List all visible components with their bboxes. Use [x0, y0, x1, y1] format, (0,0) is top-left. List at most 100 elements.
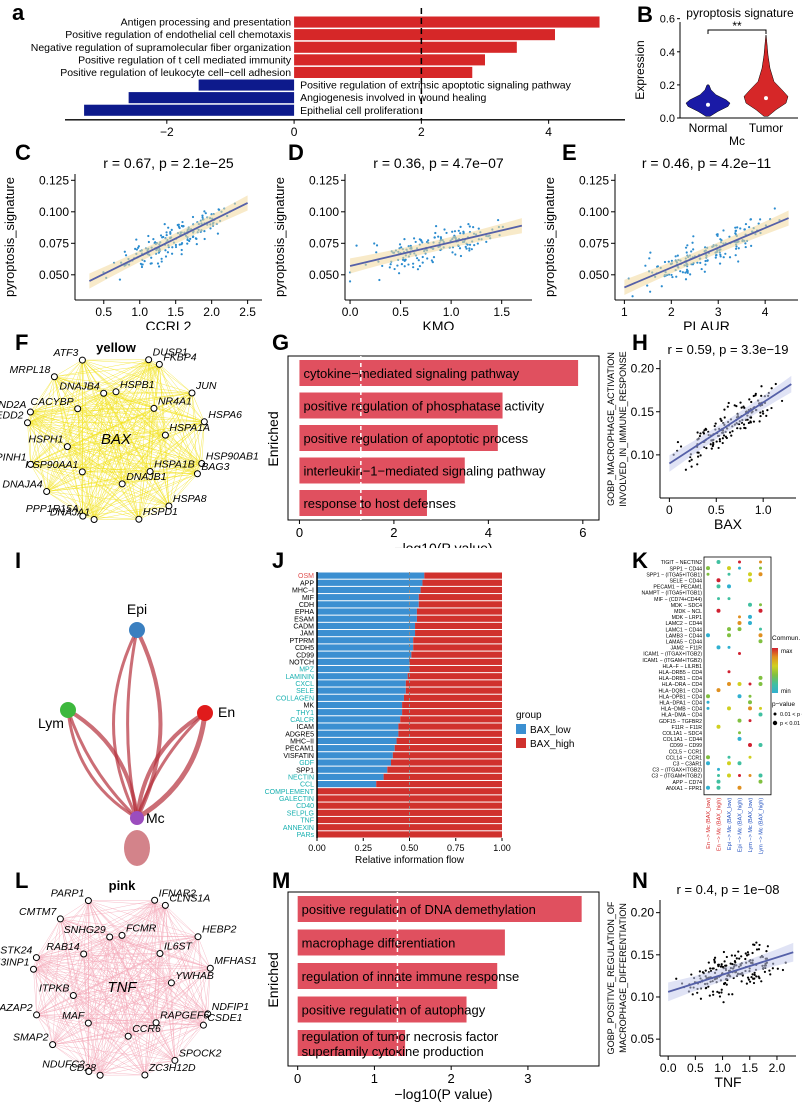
edge-L	[174, 1025, 204, 1061]
point-E	[648, 257, 651, 260]
panel-label-F: F	[15, 330, 29, 355]
point-D	[427, 239, 430, 242]
yticklabel-N-2: 0.15	[631, 948, 655, 962]
row-label-K-36: APP − CD74	[673, 780, 703, 786]
point-H	[760, 385, 763, 388]
edge-L	[121, 985, 208, 1015]
point-H	[721, 441, 724, 445]
edge-L	[60, 918, 89, 1024]
edge-L	[36, 985, 123, 1016]
fit-line-E	[624, 217, 789, 289]
legend-p2-K: p < 0.01	[780, 721, 800, 727]
edge-F	[54, 376, 166, 436]
dot-K-30-5	[758, 743, 763, 747]
point-E	[719, 253, 722, 256]
point-E	[670, 273, 673, 277]
point-N	[727, 993, 730, 996]
point-H	[750, 400, 753, 404]
dot-K-9-3	[738, 615, 741, 619]
node-I-Lym	[60, 702, 76, 718]
bar-J-low-28	[317, 773, 384, 780]
row-label-K-6: MIF − (CD74+CD44)	[654, 597, 702, 603]
dot-K-28-3	[738, 731, 741, 735]
chart-B-violin: pyroptosis signature 0.0 0.2 0.4 0.6 Expressi…	[633, 6, 798, 148]
yticklabel-D-0: 0.050	[309, 268, 339, 282]
bar-J-high-25	[392, 752, 502, 759]
yticklabel-C-2: 0.100	[39, 205, 69, 219]
point-D	[378, 278, 381, 282]
point-H	[759, 414, 762, 418]
point-C	[147, 240, 150, 244]
title-N: r = 0.4, p = 1e−08	[677, 882, 780, 897]
bar-J-low-5	[317, 608, 417, 615]
yticklabel-B-3: 0.6	[660, 14, 675, 26]
dot-K-23-4	[748, 700, 752, 705]
chart-D-scatter: r = 0.36, p = 4.7e−07 0.0 0.5 1.0 1.5 0.050 0.…	[272, 155, 532, 330]
edge-F	[115, 437, 198, 474]
xticklabel-N-2: 1.0	[714, 1061, 731, 1075]
network-title-L: pink	[109, 878, 136, 893]
bar-label-J-23: MHC−II	[290, 739, 314, 746]
point-N	[753, 971, 756, 974]
point-N	[760, 980, 763, 983]
edge-I-Lym-Mc	[66, 709, 138, 820]
bar-J-high-21	[398, 723, 502, 730]
point-N	[753, 977, 756, 980]
node-F-4	[188, 389, 196, 397]
edge-F	[67, 393, 104, 447]
network-title-F: yellow	[96, 340, 137, 355]
point-H	[723, 416, 726, 419]
point-H	[733, 404, 736, 407]
edge-L	[52, 1044, 175, 1061]
point-D	[468, 247, 471, 250]
xticklabel-N-0: 0.0	[660, 1061, 677, 1075]
edge-F	[27, 392, 193, 423]
bar-J-low-11	[317, 651, 412, 658]
panel-label-K: K	[632, 548, 648, 573]
dot-K-2-2	[727, 572, 731, 576]
edge-L	[127, 1036, 146, 1076]
edge-F	[27, 422, 198, 475]
point-D	[477, 227, 480, 230]
node-label-L-11: ZC3H12D	[148, 1062, 196, 1074]
point-E	[714, 254, 718, 257]
edge-F	[77, 408, 117, 439]
point-D	[418, 238, 421, 241]
edge-L	[88, 1036, 129, 1072]
yticklabel-E-0: 0.050	[579, 268, 609, 282]
edge-L	[36, 957, 123, 987]
edge-L	[52, 1022, 89, 1045]
point-H	[703, 429, 706, 432]
dot-K-35-4	[748, 774, 752, 777]
edge-L	[52, 953, 84, 1045]
point-H	[679, 445, 683, 448]
median-B-1	[764, 96, 768, 101]
node-label-L-8: CSDE1	[207, 1012, 242, 1024]
edge-F	[54, 376, 123, 484]
node-label-L-6: YWHAB	[175, 970, 214, 982]
point-C	[165, 231, 168, 234]
edge-F	[165, 421, 205, 436]
node-F-0	[112, 388, 120, 396]
bar-J-high-27	[387, 766, 502, 773]
node-label-L-20: STK24	[0, 945, 32, 957]
point-C	[166, 251, 170, 254]
row-label-K-10: LAMC2 − CD44	[666, 621, 703, 627]
point-C	[186, 242, 189, 245]
point-E	[719, 238, 722, 241]
edge-L	[73, 953, 84, 996]
bar-J-low-8	[317, 630, 416, 637]
edge-L	[83, 905, 166, 955]
edge-F	[30, 408, 78, 465]
bar-label-J-24: PECAM1	[285, 746, 314, 753]
legend-title-K: Commun. Prob.	[772, 635, 802, 642]
point-E	[744, 242, 747, 245]
node-F-1	[145, 356, 153, 364]
point-D	[397, 272, 401, 275]
edge-L	[33, 969, 74, 996]
point-C	[123, 250, 126, 253]
edge-F	[138, 463, 202, 520]
edge-L	[83, 953, 176, 1061]
dot-K-12-2	[727, 633, 731, 638]
node-label-F-16: DNAJA4	[2, 479, 42, 491]
